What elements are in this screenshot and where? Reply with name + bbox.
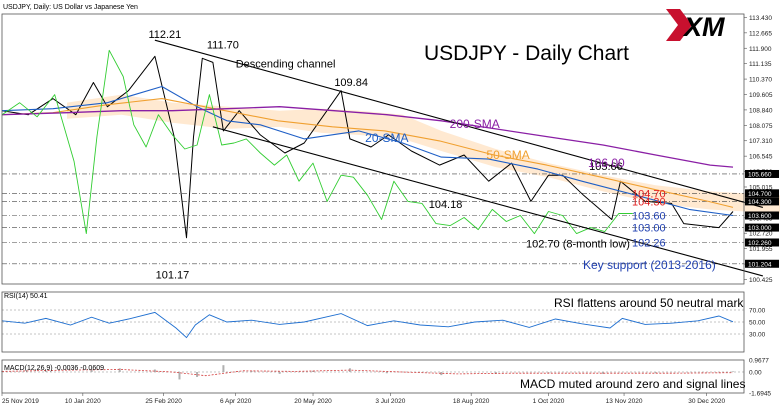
axes-layer: 113.430 112.665 111.900 111.135 110.370 109.6…	[1, 13, 779, 405]
x-tick-label: 6 Apr 2020	[220, 398, 252, 405]
series-sma-20	[1, 85, 734, 217]
price-y-tick-label: 101.955	[749, 246, 773, 253]
x-tick-label: 1 Oct 2020	[533, 398, 565, 405]
annotation-111-70: 111.70	[207, 39, 239, 51]
price-y-tick-label: 106.545	[749, 154, 773, 161]
x-tick-label: 18 Aug 2020	[453, 398, 490, 405]
chart-title: USDJPY - Daily Chart	[424, 42, 629, 65]
price-y-tick-label: 111.900	[749, 46, 772, 53]
price-y-tick-label: 112.665	[749, 30, 772, 37]
annotation-112-21: 112.21	[148, 29, 181, 41]
price-y-tick-label: 110.370	[749, 77, 772, 84]
level-label-102-26: 102.26	[632, 237, 666, 249]
price-tag-label: 104.300	[748, 199, 772, 206]
level-label-103-60: 103.60	[632, 210, 666, 222]
series-rsi	[1, 311, 734, 339]
grid-layer	[2, 173, 744, 373]
price-tag-label: 104.700	[748, 191, 772, 198]
price-y-tick-label: 100.425	[749, 277, 773, 284]
rsi-panel-frame	[1, 291, 745, 353]
rsi-title: RSI(14) 50.41	[4, 293, 48, 300]
price-y-tick-label: 108.075	[749, 123, 773, 130]
x-tick-label: 10 Jan 2020	[65, 398, 101, 405]
series-sma-50	[1, 98, 734, 208]
series-macd-signal	[1, 369, 734, 377]
series-chikou-span	[1, 49, 633, 235]
x-tick-label: 20 May 2020	[294, 398, 332, 405]
rsi-annotation: RSI flattens around 50 neutral mark	[554, 296, 744, 310]
macd-annotation: MACD muted around zero and signal lines	[520, 377, 745, 391]
rsi-y-tick-label: 50.00	[749, 320, 766, 327]
price-panel-frame	[1, 13, 745, 285]
annotation-200-sma: 200-SMA	[450, 117, 500, 131]
macd-y-tick-label: 0.00	[749, 369, 762, 376]
price-y-tick-label: 102.720	[749, 231, 773, 238]
annotation-20-sma: 20-SMA	[365, 131, 408, 145]
annotation-106-00: 106.00	[588, 156, 625, 170]
price-tag-label: 103.000	[748, 225, 772, 232]
series-layer	[1, 39, 764, 380]
price-tag-box	[745, 238, 779, 247]
annotation-105-66: 105.66	[589, 161, 623, 173]
price-y-tick-label: 107.310	[749, 138, 773, 145]
price-tag-box	[745, 169, 779, 178]
xm-logo: XM	[666, 9, 725, 42]
annotation-key-support-2013-2016: Key support (2013-2016)	[583, 258, 716, 272]
annotation-104-18: 104.18	[429, 199, 463, 211]
price-tag-box	[745, 223, 779, 232]
level-label-104-30: 104.30	[632, 196, 666, 208]
series-sma-200	[1, 106, 734, 168]
price-tag-label: 105.660	[748, 171, 772, 178]
level-label-104-70: 104.70	[632, 188, 666, 200]
price-y-tick-label: 108.840	[749, 107, 773, 114]
annotation-102-70-8-month-low: 102.70 (8-month low)	[526, 239, 630, 251]
xm-logo-chevron	[666, 9, 692, 41]
price-tag-box	[745, 197, 779, 206]
x-tick-label: 30 Dec 2020	[688, 398, 725, 405]
ichimoku-cloud-layer	[67, 94, 780, 214]
annotation-101-17: 101.17	[156, 269, 190, 281]
price-tag-label: 103.600	[748, 213, 772, 220]
rsi-y-tick-label: 30.00	[749, 332, 766, 339]
x-tick-label: 3 Jul 2020	[375, 398, 405, 405]
price-y-tick-label: 109.605	[749, 92, 773, 99]
annotation-109-84: 109.84	[334, 77, 368, 89]
annotation-descending-channel: Descending channel	[236, 58, 336, 70]
x-tick-label: 25 Nov 2019	[2, 398, 39, 405]
ichimoku-cloud	[67, 94, 780, 214]
channel-upper-line	[154, 39, 764, 208]
price-tag-label: 102.260	[748, 240, 772, 247]
price-tag-label: 101.204	[748, 261, 772, 268]
rsi-y-tick-label: 70.00	[749, 308, 766, 315]
price-tag-box	[745, 211, 779, 220]
x-tick-label: 25 Feb 2020	[145, 398, 182, 405]
price-tag-box	[745, 189, 779, 198]
series-price	[1, 55, 734, 239]
macd-panel-frame	[1, 359, 745, 394]
price-tag-box	[745, 259, 779, 268]
macd-y-tick-label: -1.6945	[749, 391, 771, 398]
price-y-tick-label: 105.015	[749, 184, 773, 191]
chart-header-text: USDJPY, Daily: US Dollar vs Japanese Yen	[3, 4, 138, 11]
price-y-tick-label: 111.135	[749, 61, 772, 68]
macd-title: MACD(12,26,9) -0.0036 -0.0609	[4, 365, 104, 372]
level-label-103-00: 103.00	[632, 223, 666, 235]
x-tick-label: 13 Nov 2020	[606, 398, 643, 405]
xm-logo-text: XM	[682, 12, 725, 42]
price-y-tick-label: 113.430	[749, 15, 772, 22]
macd-y-tick-label: 0.9677	[749, 358, 769, 365]
annotation-50-sma: 50-SMA	[486, 148, 529, 162]
channel-lower-line	[212, 126, 764, 277]
